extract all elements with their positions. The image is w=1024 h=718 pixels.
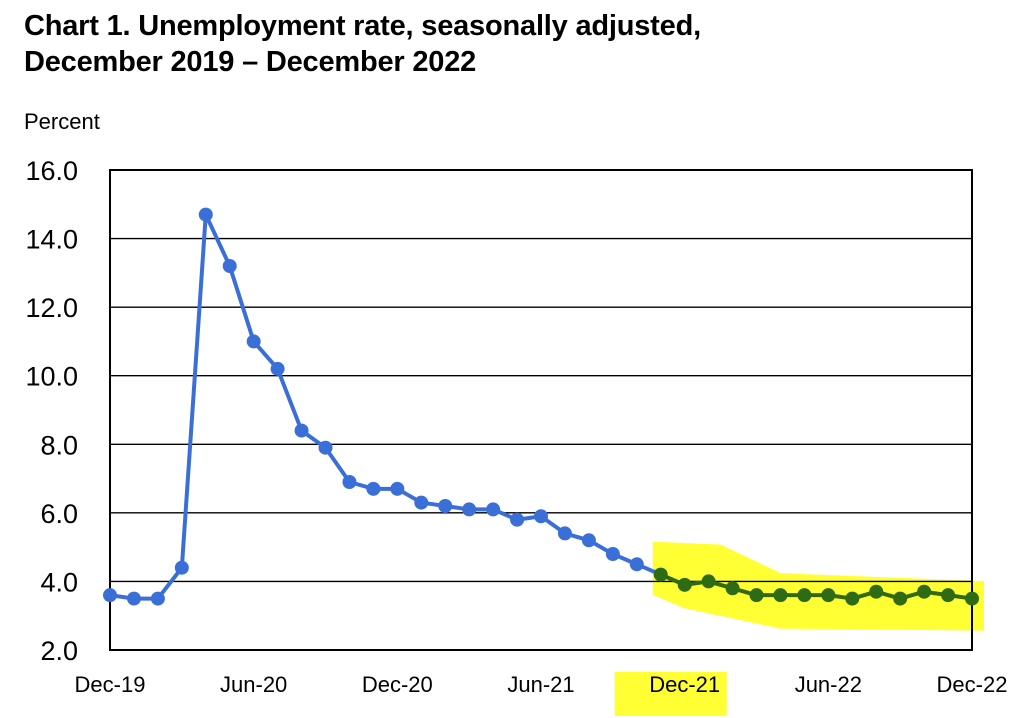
plot-area-frame — [109, 169, 973, 651]
y-tick-label: 8.0 — [40, 430, 78, 460]
data-point — [462, 502, 477, 517]
data-point — [174, 560, 189, 575]
data-point — [534, 509, 548, 524]
y-tick-label: 10.0 — [25, 362, 78, 392]
x-tick-label: Jun-21 — [507, 672, 574, 697]
data-point — [965, 591, 979, 606]
x-tick-label: Jun-22 — [795, 672, 862, 697]
y-tick-label: 4.0 — [40, 567, 78, 597]
data-point — [677, 577, 692, 592]
y-tick-label: 16.0 — [25, 156, 78, 186]
data-point — [845, 591, 860, 606]
y-tick-label: 6.0 — [40, 499, 78, 529]
data-point — [318, 440, 333, 455]
y-tick-label: 12.0 — [25, 293, 78, 323]
data-point — [438, 499, 453, 513]
y-axis-label: Percent — [24, 109, 100, 134]
data-point — [941, 588, 956, 603]
data-point — [773, 588, 788, 603]
data-points — [103, 207, 979, 606]
y-tick-label: 14.0 — [25, 225, 78, 255]
data-point — [869, 584, 884, 599]
x-tick-label: Jun-20 — [220, 672, 287, 697]
data-point — [510, 512, 525, 527]
data-point — [150, 591, 165, 606]
chart-title-line1: Chart 1. Unemployment rate, seasonally a… — [24, 10, 701, 42]
data-point — [246, 334, 261, 349]
data-point — [653, 567, 668, 582]
series-line — [109, 212, 662, 601]
data-point — [414, 495, 429, 510]
data-point — [270, 361, 285, 376]
x-tick-labels: Dec-19 Jun-20 Dec-20 Jun-21 Dec-21 Jun-22 Dec-… — [75, 672, 1008, 697]
data-point — [917, 584, 932, 599]
data-point — [103, 588, 117, 603]
highlighter-marks — [614, 541, 984, 716]
data-point — [222, 259, 237, 273]
data-point — [294, 423, 309, 438]
series-lines — [109, 212, 973, 601]
data-point — [126, 591, 141, 606]
data-point — [366, 481, 381, 496]
data-point — [198, 207, 213, 222]
y-tick-label: 2.0 — [40, 636, 78, 666]
data-point — [557, 526, 572, 541]
data-point — [893, 591, 908, 606]
highlighter-band — [652, 541, 984, 631]
x-tick-label: Dec-21 — [649, 672, 720, 697]
data-point — [390, 481, 405, 496]
data-point — [486, 502, 501, 517]
data-point — [749, 588, 764, 603]
data-point — [701, 574, 716, 589]
x-tick-label: Dec-20 — [362, 672, 433, 697]
y-tick-labels: 16.0 14.0 12.0 10.0 8.0 6.0 4.0 2.0 — [25, 156, 78, 666]
x-tick-label: Dec-19 — [75, 672, 146, 697]
chart-title-line2: December 2019 – December 2022 — [24, 46, 477, 78]
data-point — [725, 581, 740, 596]
x-tick-label: Dec-22 — [937, 672, 1008, 697]
data-point — [821, 588, 836, 603]
data-point — [797, 588, 812, 603]
chart-title: Chart 1. Unemployment rate, seasonally a… — [24, 8, 701, 80]
data-point — [629, 557, 644, 572]
highlighter-tick-label — [614, 672, 727, 716]
data-point — [605, 547, 620, 561]
data-point — [342, 475, 357, 489]
data-point — [581, 533, 596, 548]
